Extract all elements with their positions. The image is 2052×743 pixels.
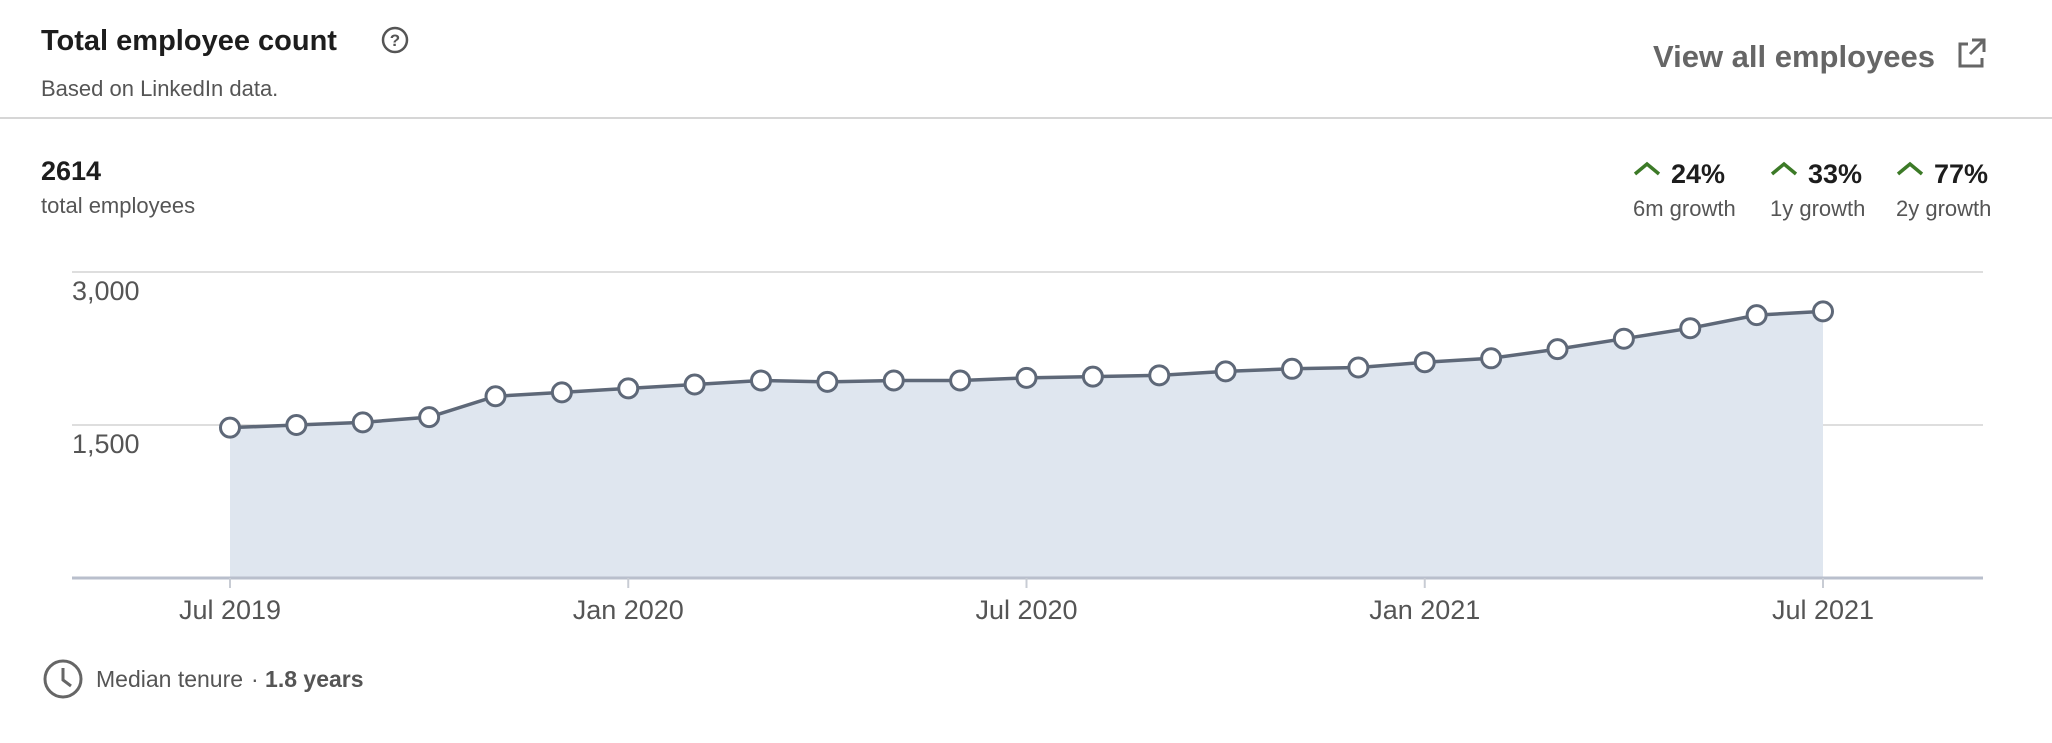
growth-label: 2y growth — [1896, 196, 1991, 221]
point — [1546, 338, 1569, 361]
point — [1015, 366, 1038, 389]
y-tick-label: 3,000 — [72, 276, 140, 306]
view-all-link[interactable]: View all employees — [1653, 39, 1935, 74]
point — [750, 369, 772, 392]
point — [1281, 357, 1303, 380]
y-tick-label: 1,500 — [72, 429, 140, 459]
x-tick-label: Jan 2020 — [573, 595, 684, 625]
point — [351, 411, 374, 434]
point — [1413, 351, 1436, 374]
point — [418, 406, 441, 429]
tenure-value: 1.8 years — [265, 666, 363, 692]
growth-value: 24% — [1671, 159, 1725, 189]
growth-stats: 24% 6m growth 33% 1y growth 77% 2y growth — [1633, 159, 1991, 221]
point — [1347, 356, 1370, 379]
point — [1214, 360, 1237, 383]
point — [617, 377, 640, 400]
growth-value: 77% — [1934, 159, 1988, 189]
growth-arrow — [1770, 161, 1798, 176]
x-tick-label: Jul 2019 — [179, 595, 281, 625]
point — [1081, 365, 1104, 388]
growth-value: 33% — [1808, 159, 1862, 189]
point — [285, 414, 308, 436]
point — [683, 373, 706, 396]
area — [230, 311, 1823, 578]
point — [219, 416, 241, 439]
tenure-label: Median tenure — [96, 666, 243, 692]
external-link-icon[interactable] — [1958, 38, 1986, 68]
card-subtitle: Based on LinkedIn data. — [41, 76, 278, 101]
x-tick-label: Jul 2020 — [975, 595, 1077, 625]
total-label: total employees — [41, 193, 195, 218]
separator: · — [251, 666, 259, 692]
card-title: Total employee count — [41, 25, 337, 57]
point — [1148, 364, 1171, 387]
point — [1745, 304, 1768, 327]
growth-label: 6m growth — [1633, 196, 1736, 221]
point — [484, 385, 507, 408]
point — [550, 381, 573, 404]
x-tick-label: Jul 2021 — [1772, 595, 1874, 625]
chart: 1,500 3,000 Jul 2019 Jan 2020 Jul 2020 Jan 20… — [72, 271, 1983, 625]
point — [1812, 300, 1834, 323]
total-count: 2614 — [41, 156, 101, 186]
point — [1679, 317, 1702, 340]
point — [949, 369, 972, 392]
clock-icon — [43, 659, 83, 699]
point — [816, 370, 839, 393]
svg-text:?: ? — [390, 31, 400, 50]
growth-arrow — [1633, 161, 1661, 176]
point — [1612, 327, 1635, 350]
help-icon[interactable]: ? — [381, 26, 409, 54]
x-tick-label: Jan 2021 — [1369, 595, 1480, 625]
growth-label: 1y growth — [1770, 196, 1865, 221]
growth-arrow — [1896, 161, 1924, 176]
point — [882, 369, 905, 392]
point — [1480, 347, 1503, 370]
